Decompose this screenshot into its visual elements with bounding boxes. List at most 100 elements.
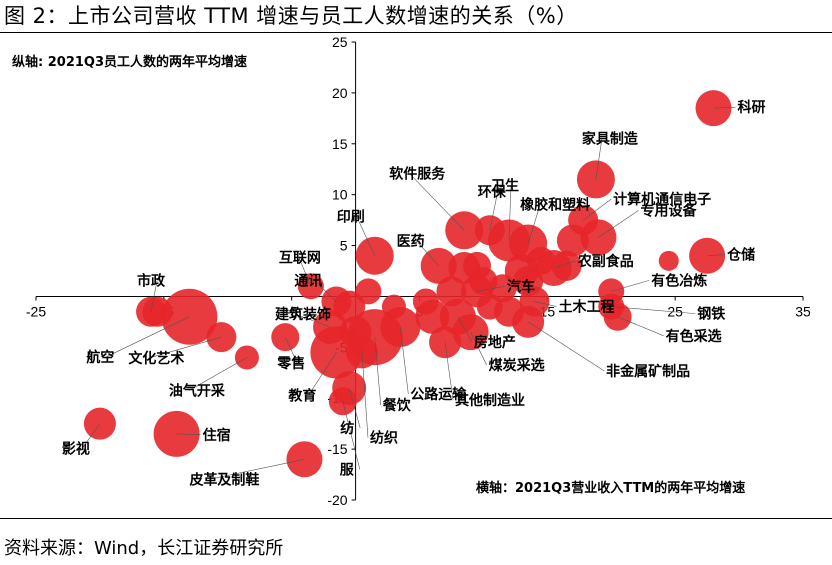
point-label: 航空 <box>86 349 114 366</box>
leader-line <box>106 316 190 358</box>
leader-line <box>611 280 650 292</box>
leader-line <box>348 387 361 429</box>
point-label: 纺 <box>340 420 354 437</box>
leader-line <box>444 342 454 401</box>
leader-line <box>527 204 541 244</box>
leader-line <box>374 337 382 406</box>
point-label: 计算机通信电子 <box>613 191 711 208</box>
leader-lines <box>81 106 736 480</box>
chart-axes: -25-15-55152535252015105-5-10-15-200 <box>26 34 811 508</box>
point-label: 煤炭采选 <box>489 357 545 374</box>
leader-line <box>595 138 603 180</box>
leader-line <box>81 423 101 449</box>
x-tick-label: -5 <box>285 303 298 319</box>
point-label: 有色采选 <box>666 328 722 345</box>
leader-line <box>176 433 201 436</box>
point-label: 互联网 <box>279 250 321 266</box>
leader-line <box>617 316 664 337</box>
point-label: 有色冶炼 <box>651 272 707 289</box>
point-label: 仓储 <box>726 247 755 264</box>
leader-line <box>470 331 487 366</box>
point-label: 通讯 <box>294 274 322 290</box>
point-label: 影视 <box>62 441 90 458</box>
point-label: 住宿 <box>203 427 231 444</box>
leader-line <box>527 321 605 372</box>
bubble <box>355 278 382 305</box>
point-label: 农副食品 <box>577 253 634 270</box>
leader-line <box>598 210 639 238</box>
y-tick-label: -15 <box>327 441 347 457</box>
title-rule <box>0 32 832 33</box>
y-axis-title: 纵轴: 2021Q3员工人数的两年平均增速 <box>12 54 247 70</box>
source-note: 资料来源：Wind，长江证券研究所 <box>4 538 284 559</box>
leader-line <box>209 458 305 480</box>
point-label: 钢铁 <box>697 306 725 323</box>
leader-line <box>308 352 337 396</box>
point-label: 零售 <box>276 355 305 372</box>
x-tick-label: 35 <box>795 303 811 319</box>
point-label: 非金属矿制品 <box>606 363 690 380</box>
point-label: 汽车 <box>507 278 535 295</box>
leader-line <box>713 106 736 109</box>
figure-title: 图 2：上市公司营收 TTM 增速与员工人数增速的关系（%） <box>4 4 578 28</box>
x-axis-title: 横轴：2021Q3营业收入TTM的两年平均增速 <box>476 480 745 496</box>
y-tick-label: 5 <box>340 238 348 254</box>
point-label: 其他制造业 <box>455 392 525 409</box>
point-label: 环保 <box>478 183 507 200</box>
point-label: 科研 <box>738 99 766 116</box>
point-label: 卫生 <box>491 177 519 194</box>
x-tick-label: -25 <box>26 303 46 319</box>
leader-line <box>400 326 409 395</box>
point-label: 房地产 <box>474 334 516 351</box>
point-label: 土木工程 <box>559 299 615 316</box>
y-tick-label: 10 <box>332 187 348 203</box>
leader-line <box>553 260 576 269</box>
y-tick-label: 20 <box>332 85 348 101</box>
bubble-layer <box>83 90 732 478</box>
point-label: 公路运输 <box>410 386 467 403</box>
point-label: 皮革及制鞋 <box>188 471 259 488</box>
point-label: 建筑装饰 <box>275 306 331 323</box>
leader-line <box>489 191 499 231</box>
leader-line <box>416 240 439 267</box>
x-tick-label: 25 <box>667 303 683 319</box>
leader-line <box>582 198 612 221</box>
leader-line <box>611 306 696 314</box>
leader-line <box>188 357 248 391</box>
leader-line <box>457 316 473 342</box>
y-tick-label: 25 <box>332 34 348 50</box>
leader-line <box>342 401 361 470</box>
point-label: 文化艺术 <box>128 350 184 367</box>
leader-line <box>409 173 465 231</box>
point-label: 市政 <box>137 273 166 290</box>
bubble <box>415 299 450 334</box>
leader-line <box>534 301 557 307</box>
leader-line <box>294 313 331 328</box>
point-label: 纺织 <box>370 429 398 446</box>
bubble <box>689 237 726 274</box>
point-label: 教育 <box>288 387 316 404</box>
point-label: 医药 <box>397 233 425 250</box>
leader-line <box>314 280 337 302</box>
point-label: 专用设备 <box>640 202 697 219</box>
footer-rule <box>0 518 832 519</box>
leader-line <box>476 286 506 292</box>
leader-line <box>298 257 312 287</box>
bubble <box>509 224 548 263</box>
point-label: 印刷 <box>337 209 365 226</box>
bubble <box>658 250 679 271</box>
leader-line <box>150 280 158 312</box>
leader-line <box>707 254 726 257</box>
point-label: 软件服务 <box>389 165 446 182</box>
point-label: 服 <box>340 462 355 478</box>
point-label: 餐饮 <box>382 397 412 414</box>
leader-line <box>361 352 369 438</box>
leader-line <box>148 336 222 359</box>
leader-line <box>285 337 298 364</box>
y-tick-label: 15 <box>332 136 348 152</box>
point-label: 家具制造 <box>582 130 638 147</box>
point-label: 橡胶和塑料 <box>520 197 590 214</box>
y-tick-label: -20 <box>327 492 347 508</box>
